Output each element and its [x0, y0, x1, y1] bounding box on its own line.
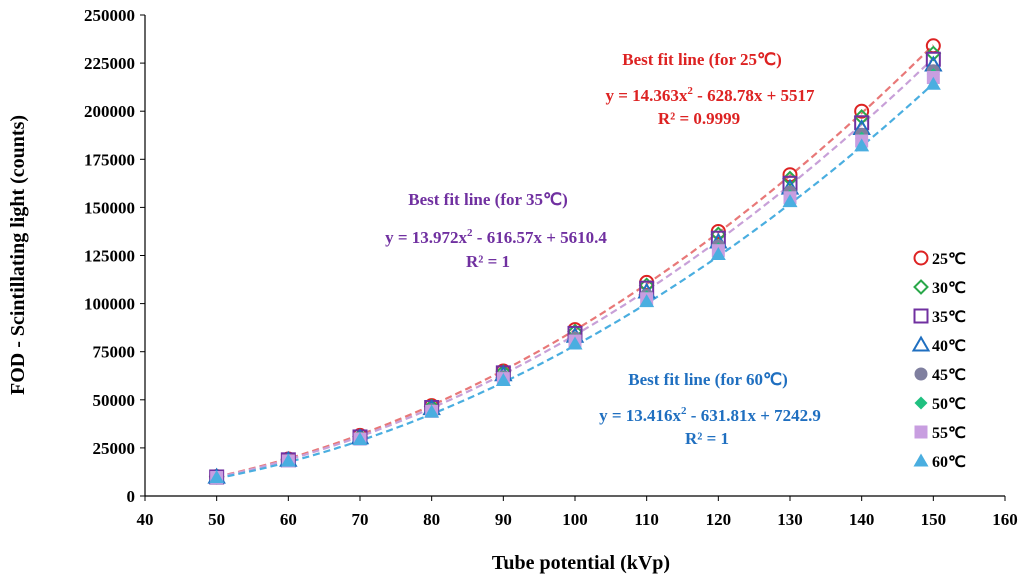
series-60c [209, 76, 941, 484]
y-tick-label: 0 [127, 487, 136, 506]
y-tick-labels: 0 25000 50000 75000 100000 125000 150000 175000… [84, 6, 145, 506]
legend-marker [911, 335, 931, 352]
x-tick-label: 110 [634, 510, 659, 529]
legend-item: 40℃ [911, 335, 966, 355]
y-tick-label: 25000 [93, 439, 136, 458]
x-tick-label: 40 [137, 510, 154, 529]
legend-marker [914, 367, 928, 381]
x-tick-label: 160 [992, 510, 1018, 529]
axes [144, 15, 1005, 497]
y-axis-title: FOD - Scintillating light (counts) [7, 115, 29, 395]
data-point [853, 109, 870, 125]
series-35c [209, 51, 941, 485]
legend-marker [913, 308, 929, 324]
x-tick-label: 90 [495, 510, 512, 529]
legend-item: 45℃ [914, 367, 966, 384]
legend-marker [913, 250, 929, 266]
x-tick-label: 150 [921, 510, 947, 529]
annotation-fit-35-r2: R² = 1 [466, 252, 510, 271]
x-tick-label: 140 [849, 510, 875, 529]
legend-label: 30℃ [932, 280, 966, 297]
legend-marker [913, 279, 929, 295]
x-tick-label: 70 [352, 510, 369, 529]
legend-label: 25℃ [932, 251, 966, 268]
data-point [925, 45, 942, 62]
legend-marker [914, 425, 928, 439]
y-tick-label: 250000 [84, 6, 135, 25]
annotation-fit-60: Best fit line (for 60℃) y = 13.416x2 - 6… [599, 370, 821, 448]
series-55c [210, 71, 940, 485]
data-point [710, 247, 726, 261]
series-25c [209, 38, 941, 485]
x-tick-label: 120 [706, 510, 732, 529]
legend: 25℃ 30℃ 35℃ 40℃ 45℃ 50℃ 55℃ 60℃ [911, 250, 966, 471]
legend-marker [914, 396, 928, 410]
legend-item: 55℃ [914, 425, 966, 442]
series-45c [210, 64, 940, 484]
legend-label: 45℃ [932, 367, 966, 384]
x-tick-label: 60 [280, 510, 297, 529]
data-points [207, 38, 943, 485]
data-point [782, 194, 798, 208]
fit-line-25 [216, 44, 935, 478]
data-point [424, 404, 440, 418]
legend-label: 40℃ [932, 338, 966, 355]
x-tick-labels: 40 50 60 70 80 90 100 110 120 130 140 150 160 [137, 496, 1018, 529]
x-tick-label: 80 [423, 510, 440, 529]
data-point [495, 373, 511, 387]
y-tick-label: 100000 [84, 295, 135, 314]
y-tick-label: 50000 [93, 391, 136, 410]
series-30c [208, 45, 942, 485]
y-tick-label: 125000 [84, 247, 135, 266]
fit-lines [216, 44, 935, 480]
data-point [352, 432, 368, 446]
legend-item: 30℃ [913, 279, 966, 297]
legend-item: 60℃ [913, 453, 966, 471]
annotation-fit-35-title: Best fit line (for 35℃) [408, 190, 567, 209]
data-point [854, 103, 870, 119]
legend-label: 60℃ [932, 454, 966, 471]
data-point [567, 336, 583, 350]
annotation-fit-35: Best fit line (for 35℃) y = 13.972x2 - 6… [385, 190, 607, 271]
legend-marker [913, 453, 929, 467]
legend-item: 25℃ [913, 250, 966, 268]
legend-item: 50℃ [914, 396, 966, 413]
x-tick-label: 100 [562, 510, 588, 529]
x-tick-label: 50 [208, 510, 225, 529]
series-40c [207, 55, 943, 484]
data-point [280, 453, 296, 467]
data-point [925, 76, 941, 90]
legend-item: 35℃ [913, 308, 966, 326]
annotation-fit-25-equation: y = 14.363x2 - 628.78x + 5517 [605, 85, 815, 105]
y-tick-label: 75000 [93, 343, 136, 362]
y-tick-label: 225000 [84, 54, 135, 73]
annotation-fit-60-equation: y = 13.416x2 - 631.81x + 7242.9 [599, 405, 821, 425]
data-point [854, 138, 870, 152]
fit-line-60 [216, 82, 935, 480]
y-tick-label: 200000 [84, 102, 135, 121]
y-tick-label: 175000 [84, 150, 135, 169]
legend-label: 55℃ [932, 425, 966, 442]
data-point [209, 470, 225, 484]
legend-label: 35℃ [932, 309, 966, 326]
y-tick-label: 150000 [84, 198, 135, 217]
annotation-fit-25: Best fit line (for 25℃) y = 14.363x2 - 6… [605, 50, 815, 128]
legend-label: 50℃ [932, 396, 966, 413]
annotation-fit-60-r2: R² = 1 [685, 429, 729, 448]
x-tick-label: 130 [777, 510, 803, 529]
annotation-fit-60-title: Best fit line (for 60℃) [628, 370, 787, 389]
data-point [639, 294, 655, 308]
series-50c [210, 68, 940, 484]
annotation-fit-35-equation: y = 13.972x2 - 616.57x + 5610.4 [385, 227, 607, 247]
annotation-fit-25-title: Best fit line (for 25℃) [622, 50, 781, 69]
annotation-fit-25-r2: R² = 0.9999 [658, 109, 740, 128]
x-axis-title: Tube potential (kVp) [492, 552, 670, 574]
fit-line-35 [216, 57, 935, 479]
